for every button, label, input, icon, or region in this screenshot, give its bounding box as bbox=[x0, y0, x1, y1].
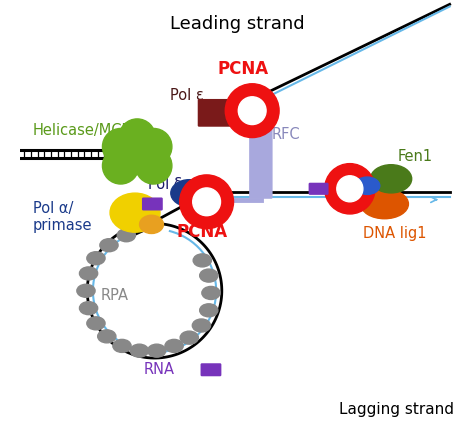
Ellipse shape bbox=[139, 215, 164, 233]
Text: PCNA: PCNA bbox=[218, 60, 269, 79]
Text: Lagging strand: Lagging strand bbox=[339, 401, 454, 417]
Ellipse shape bbox=[87, 317, 105, 330]
Ellipse shape bbox=[202, 286, 220, 299]
Text: RPA: RPA bbox=[100, 288, 128, 302]
Circle shape bbox=[238, 97, 266, 125]
Circle shape bbox=[119, 138, 155, 174]
Circle shape bbox=[102, 128, 139, 165]
Circle shape bbox=[119, 119, 155, 155]
FancyBboxPatch shape bbox=[198, 99, 237, 127]
Text: RFC: RFC bbox=[272, 127, 301, 142]
Ellipse shape bbox=[80, 302, 98, 315]
Ellipse shape bbox=[87, 252, 105, 265]
Circle shape bbox=[193, 188, 220, 216]
Ellipse shape bbox=[77, 284, 95, 297]
Circle shape bbox=[337, 176, 363, 202]
Text: Pol α/
primase: Pol α/ primase bbox=[33, 201, 92, 233]
Ellipse shape bbox=[117, 229, 136, 242]
Ellipse shape bbox=[98, 330, 116, 343]
Ellipse shape bbox=[147, 344, 166, 357]
Ellipse shape bbox=[200, 269, 218, 282]
Circle shape bbox=[180, 175, 234, 229]
Ellipse shape bbox=[113, 339, 131, 352]
FancyBboxPatch shape bbox=[249, 109, 273, 199]
Ellipse shape bbox=[130, 344, 148, 357]
Ellipse shape bbox=[100, 239, 118, 252]
Ellipse shape bbox=[371, 164, 412, 193]
Text: RNA: RNA bbox=[144, 362, 175, 377]
Ellipse shape bbox=[110, 193, 160, 232]
Circle shape bbox=[102, 148, 139, 184]
Ellipse shape bbox=[80, 267, 98, 280]
Text: Pol δ: Pol δ bbox=[148, 177, 183, 192]
Ellipse shape bbox=[192, 319, 210, 332]
Ellipse shape bbox=[200, 304, 218, 317]
Ellipse shape bbox=[355, 177, 380, 194]
Text: Helicase/MCM: Helicase/MCM bbox=[33, 123, 135, 138]
Text: PCNA: PCNA bbox=[176, 223, 228, 241]
Circle shape bbox=[225, 84, 279, 138]
Ellipse shape bbox=[180, 331, 199, 344]
FancyBboxPatch shape bbox=[142, 197, 163, 210]
FancyBboxPatch shape bbox=[309, 183, 328, 195]
Text: Pol ε: Pol ε bbox=[170, 88, 203, 103]
Text: DNA lig1: DNA lig1 bbox=[363, 226, 426, 241]
Circle shape bbox=[136, 148, 172, 184]
Text: Fen1: Fen1 bbox=[398, 149, 433, 164]
Circle shape bbox=[325, 164, 375, 214]
Ellipse shape bbox=[171, 180, 208, 207]
Ellipse shape bbox=[336, 179, 373, 203]
Ellipse shape bbox=[165, 339, 183, 352]
Ellipse shape bbox=[193, 254, 211, 267]
Ellipse shape bbox=[191, 176, 218, 196]
Circle shape bbox=[136, 128, 172, 165]
FancyBboxPatch shape bbox=[201, 363, 221, 376]
Ellipse shape bbox=[361, 189, 409, 219]
Text: Leading strand: Leading strand bbox=[170, 15, 304, 33]
